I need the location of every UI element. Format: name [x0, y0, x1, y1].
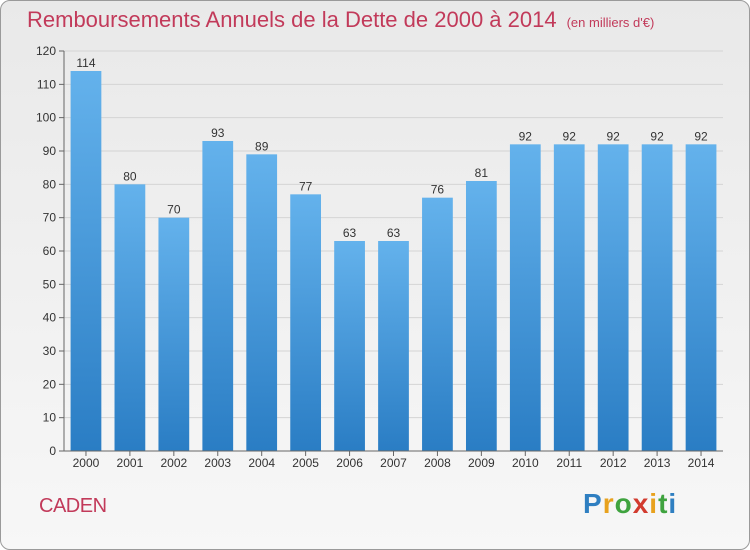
- chart-title: Remboursements Annuels de la Dette de 20…: [27, 7, 654, 33]
- x-tick-label: 2006: [336, 456, 363, 470]
- y-tick-label: 20: [43, 377, 57, 391]
- data-label-2006: 63: [343, 226, 357, 240]
- bar-2001: [114, 184, 146, 452]
- bar-2011: [553, 144, 585, 452]
- data-label-2003: 93: [211, 126, 225, 140]
- x-tick-label: 2002: [160, 456, 187, 470]
- x-tick-label: 2011: [556, 456, 582, 470]
- bar-2013: [641, 144, 673, 452]
- x-tick-label: 2007: [380, 456, 407, 470]
- y-tick-label: 0: [49, 444, 56, 458]
- data-label-2010: 92: [519, 129, 533, 143]
- x-tick-label: 2004: [248, 456, 275, 470]
- bar-2004: [246, 154, 278, 452]
- bar-2000: [70, 71, 102, 451]
- x-tick-label: 2003: [204, 456, 231, 470]
- x-tick-label: 2010: [512, 456, 539, 470]
- bar-2006: [334, 241, 365, 451]
- data-label-2002: 70: [167, 203, 181, 217]
- y-tick-label: 120: [36, 44, 56, 58]
- x-tick-label: 2014: [688, 456, 715, 470]
- data-label-2000: 114: [76, 56, 95, 70]
- y-tick-label: 40: [43, 311, 57, 325]
- y-tick-label: 50: [43, 277, 57, 291]
- y-tick-label: 10: [43, 411, 57, 425]
- bar-2007: [378, 241, 409, 451]
- x-axis-ticks: 2000 2001 2002 2003 2004 2005 2006 2007 2008 2009…: [73, 451, 715, 470]
- y-tick-label: 70: [43, 211, 57, 225]
- chart-title-text: Remboursements Annuels de la Dette de 20…: [27, 7, 557, 32]
- data-label-2011: 92: [563, 129, 577, 143]
- x-tick-label: 2005: [292, 456, 319, 470]
- data-label-2009: 81: [475, 166, 489, 180]
- bar-2010: [509, 144, 541, 452]
- proxiti-logo[interactable]: Proxiti: [583, 488, 678, 519]
- bar-2008: [422, 197, 453, 451]
- bar-2014: [685, 144, 717, 452]
- y-tick-label: 30: [43, 344, 57, 358]
- y-axis-ticks: 0 10 20 30 40 50 60 70 80 90 100 110 120: [36, 44, 64, 458]
- x-tick-label: 2009: [468, 456, 495, 470]
- x-tick-label: 2000: [73, 456, 100, 470]
- data-label-2005: 77: [299, 179, 313, 193]
- axes: [63, 51, 723, 452]
- data-label-2012: 92: [606, 129, 620, 143]
- bars: [70, 71, 717, 452]
- chart-unit: (en milliers d'€): [566, 15, 655, 30]
- data-label-2004: 89: [255, 139, 269, 153]
- data-label-2008: 76: [431, 183, 445, 197]
- y-tick-label: 100: [36, 111, 56, 125]
- y-tick-label: 90: [43, 144, 57, 158]
- y-tick-label: 80: [43, 177, 57, 191]
- data-label-2014: 92: [694, 129, 708, 143]
- y-tick-label: 60: [43, 244, 57, 258]
- bar-2005: [290, 194, 322, 452]
- data-label-2013: 92: [650, 129, 664, 143]
- data-labels: 114 80 70 93 89 77 63 63 76 81 92 92 92 92 92: [76, 56, 708, 240]
- bar-2002: [158, 217, 190, 451]
- x-tick-label: 2008: [424, 456, 451, 470]
- data-label-2001: 80: [123, 169, 137, 183]
- x-tick-label: 2013: [644, 456, 671, 470]
- x-tick-label: 2001: [117, 456, 144, 470]
- town-name: CADEN: [39, 495, 107, 517]
- bar-2003: [202, 141, 234, 451]
- data-label-2007: 63: [387, 226, 401, 240]
- y-tick-label: 110: [37, 77, 56, 91]
- bar-2009: [465, 181, 497, 451]
- x-tick-label: 2012: [600, 456, 627, 470]
- bar-2012: [597, 144, 629, 452]
